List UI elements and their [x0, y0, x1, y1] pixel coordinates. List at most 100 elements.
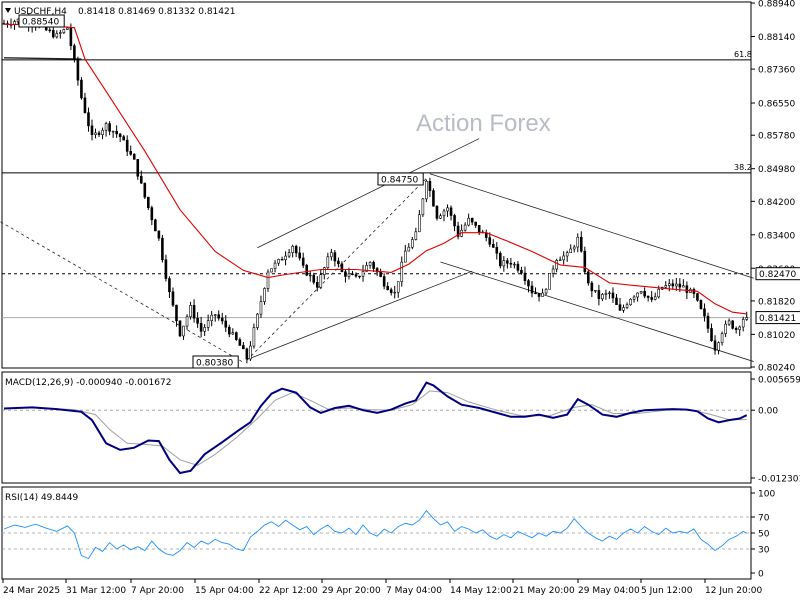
trendline [250, 270, 473, 359]
price-tick-label: 0.88940 [758, 0, 795, 10]
time-tick-label: 7 May 04:00 [386, 586, 442, 596]
candle-body [594, 290, 597, 292]
candle-body [298, 252, 301, 259]
candle-body [428, 180, 432, 191]
candle-body [513, 263, 516, 266]
candle-body [347, 273, 351, 277]
price-pane[interactable]: 61.838.2 0.889400.881400.873600.865500.8… [0, 0, 800, 374]
candle-body [252, 327, 256, 347]
candle-body [157, 230, 161, 239]
candle-body [587, 271, 590, 284]
macd-y-axis: 0.005659 0.00 -0.012301 [751, 376, 800, 485]
candle-body [474, 221, 477, 226]
candle-body [488, 237, 492, 245]
candle-body [671, 283, 675, 287]
candle-body [125, 139, 129, 152]
candle-body [108, 123, 111, 132]
candle-body [629, 298, 632, 306]
candle-body [710, 328, 713, 342]
trendline [0, 221, 244, 363]
candle-body [238, 339, 242, 346]
candle-body [129, 151, 133, 155]
rsi-pane[interactable]: RSI(14) 49.8449 100 70 50 30 0 [1, 486, 775, 580]
candle-body [727, 320, 731, 325]
candle-body [636, 292, 639, 298]
candle-body [203, 327, 206, 332]
candle-body [73, 45, 76, 60]
price-tick-label: 0.81820 [758, 297, 795, 307]
candle-body [717, 342, 720, 351]
candle-body [639, 291, 643, 294]
candle-body [192, 304, 196, 319]
candle-body [467, 217, 470, 226]
candle-body [259, 301, 263, 315]
candle-body [425, 180, 428, 200]
candle-body [495, 247, 499, 254]
macd-pane[interactable]: MACD(12,26,9) -0.000940 -0.001672 0.0056… [1, 371, 800, 485]
candle-body [646, 295, 650, 298]
candle-body [171, 291, 175, 306]
price-levels: 61.8 38.2 [2, 50, 752, 319]
candle-body [66, 27, 69, 30]
price-candles [2, 14, 749, 364]
candle-body [147, 196, 150, 208]
price-tick-label: 0.84200 [758, 198, 795, 208]
candle-body [104, 123, 108, 131]
price-tick-label: 0.83400 [758, 231, 795, 241]
candle-body [579, 236, 583, 252]
candle-body [178, 320, 182, 337]
rsi-y-axis: 100 70 50 30 0 [751, 490, 775, 580]
candle-body [407, 246, 411, 252]
candle-body [182, 325, 185, 337]
candle-body [657, 288, 661, 298]
candle-body [266, 271, 270, 289]
candle-body [97, 132, 101, 135]
candle-body [544, 288, 548, 294]
candle-body [396, 281, 400, 293]
candle-body [703, 308, 706, 317]
candle-body [87, 112, 90, 127]
candle-body [685, 285, 689, 293]
candle-body [51, 30, 55, 38]
rsi-line [3, 509, 747, 560]
fib-382-label: 38.2 [734, 163, 752, 172]
candle-body [175, 304, 178, 322]
candle-body [319, 274, 323, 288]
candle-body [604, 293, 608, 295]
candle-body [446, 207, 449, 212]
candle-body [59, 32, 62, 34]
triangle-down-icon[interactable] [5, 8, 11, 13]
candle-body [150, 207, 154, 221]
candle-body [326, 256, 330, 268]
level-price-label-box [755, 267, 800, 281]
price-tick-label: 0.85780 [758, 132, 795, 142]
candle-body [340, 263, 344, 273]
candle-body [608, 292, 611, 295]
candle-body [435, 205, 439, 219]
candle-body [189, 304, 192, 318]
price-tick-label: 0.86550 [758, 99, 795, 109]
candle-body [83, 97, 87, 114]
candle-body [122, 136, 125, 141]
candle-body [439, 215, 442, 219]
candle-body [136, 159, 140, 177]
candle-body [590, 282, 594, 292]
candle-body [154, 219, 157, 232]
candle-body [273, 262, 277, 269]
candle-body [368, 261, 372, 266]
candle-body [622, 307, 625, 311]
macd-lines [3, 381, 748, 475]
time-tick-label: 7 Apr 20:00 [131, 586, 184, 596]
price-tick-label: 0.81020 [758, 331, 795, 341]
candle-body [502, 260, 506, 267]
candle-body [421, 198, 425, 216]
candle-body [738, 326, 741, 330]
candle-body [301, 257, 305, 266]
time-tick-label: 24 Mar 2025 [3, 586, 60, 596]
candle-body [358, 275, 361, 278]
time-x-axis: 24 Mar 2025 31 Mar 12:00 7 Apr 20:00 15 Apr… [2, 579, 762, 596]
candle-body [569, 248, 573, 254]
time-tick-label: 5 Jun 12:00 [641, 586, 693, 596]
